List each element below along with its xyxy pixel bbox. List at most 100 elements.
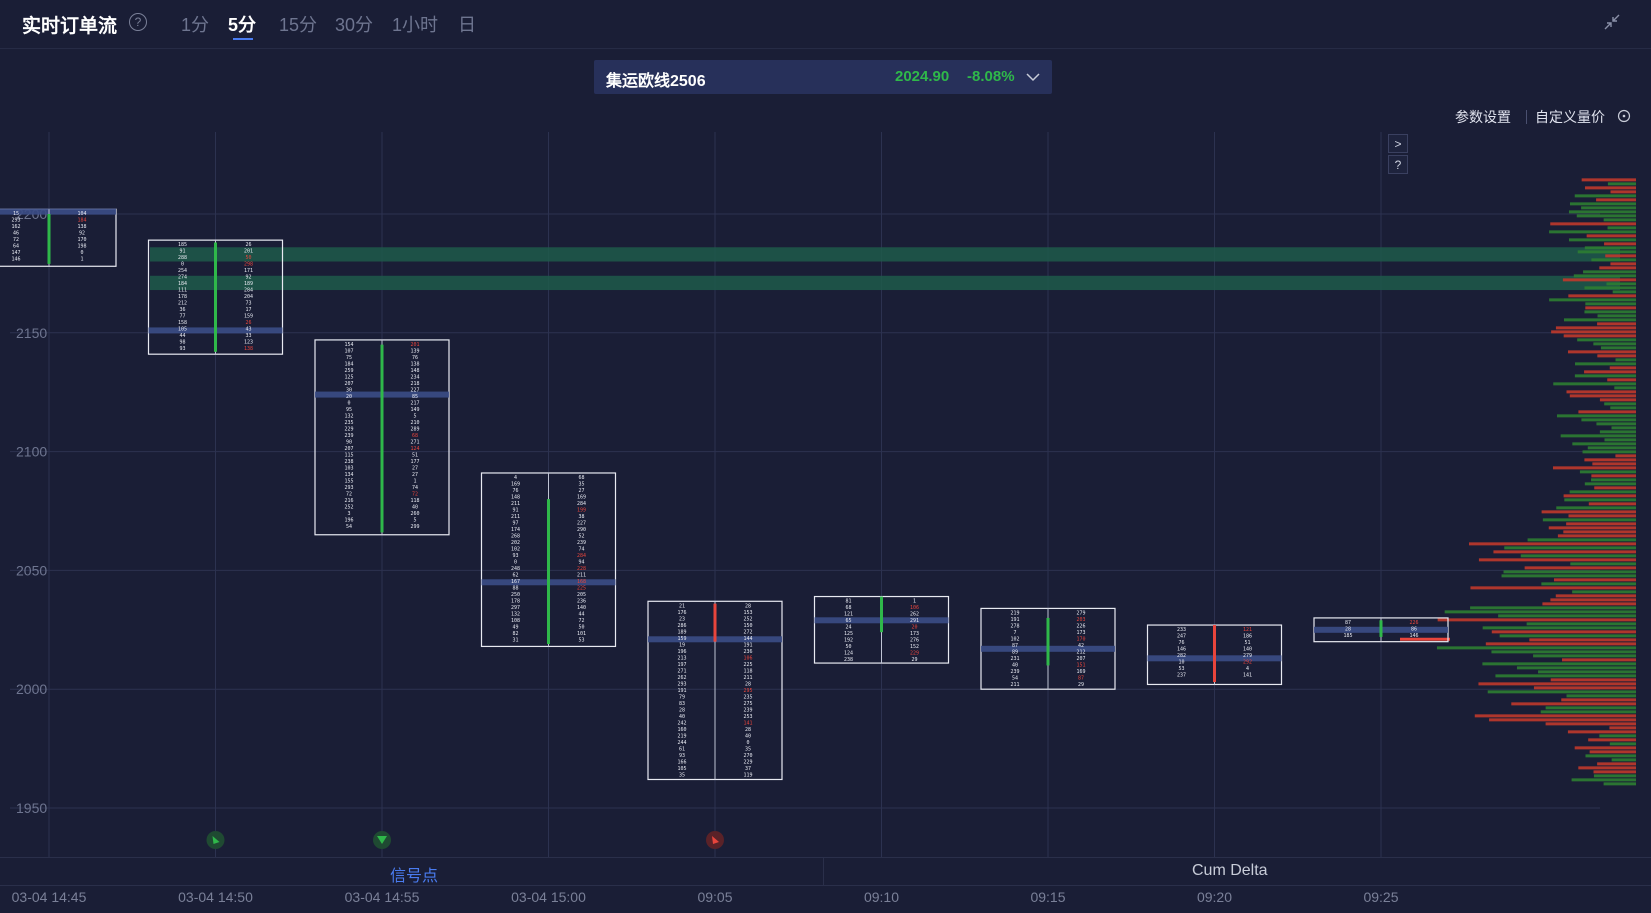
volume-profile-bar <box>1584 370 1636 374</box>
footprint-cell: 219 <box>1010 610 1019 616</box>
x-tick-label: 09:20 <box>1197 889 1232 905</box>
footprint-cell: 239 <box>1010 669 1019 675</box>
footprint-cell: 236 <box>577 598 586 604</box>
footprint-cell: 242 <box>677 720 686 726</box>
tab-day[interactable]: 日 <box>458 15 476 35</box>
footprint-cell: 185 <box>1343 633 1352 639</box>
tab-15min[interactable]: 15分 <box>279 15 318 35</box>
footprint-cell: 20 <box>346 394 352 400</box>
volume-profile-bar <box>1585 754 1636 758</box>
footprint-cell: 139 <box>410 348 419 354</box>
footprint-cell: 95 <box>346 407 352 413</box>
footprint-cell: 93 <box>679 753 685 759</box>
tab-1hour[interactable]: 1小时 <box>392 15 439 35</box>
footprint-cell: 72 <box>346 491 352 497</box>
footprint-cell: 298 <box>244 262 253 268</box>
volume-profile-bar <box>1556 506 1636 510</box>
footprint-cell: 149 <box>410 407 419 413</box>
candle-body <box>880 596 883 633</box>
candle-body <box>47 214 51 264</box>
clock-icon[interactable] <box>1617 109 1631 123</box>
volume-profile-bar <box>1597 354 1636 358</box>
volume-profile-bar <box>1564 498 1636 502</box>
volume-profile-bar <box>1571 778 1636 782</box>
footprint-cell: 106 <box>743 655 752 661</box>
volume-profile-bar <box>1520 554 1636 558</box>
footprint-cell: 286 <box>677 623 686 629</box>
volume-profile-bar <box>1607 226 1636 230</box>
volume-profile-bar <box>1599 430 1636 434</box>
volume-profile-bar <box>1604 402 1636 406</box>
footprint-cell: 93 <box>179 346 185 352</box>
volume-profile-bar <box>1591 258 1636 262</box>
footprint-cell: 244 <box>677 740 686 746</box>
footprint-cell: 3 <box>347 511 350 517</box>
footprint-cell: 202 <box>511 540 520 546</box>
volume-profile-bar <box>1552 466 1636 470</box>
volume-profile-bar <box>1549 230 1636 234</box>
footprint-cell: 24 <box>845 625 851 631</box>
volume-profile-bar <box>1569 394 1636 398</box>
footprint-cell: 140 <box>1243 647 1252 653</box>
tab-30min[interactable]: 30分 <box>335 15 374 35</box>
volume-profile-bar <box>1545 722 1636 726</box>
volume-profile-bar <box>1606 282 1636 286</box>
tab-5min[interactable]: 5分 <box>228 15 257 35</box>
custom-volume-price-button[interactable]: 自定义量价 <box>1535 109 1605 125</box>
footprint-cell: 162 <box>11 224 20 230</box>
volume-profile-bar <box>1533 654 1636 658</box>
footprint-cell: 1 <box>80 257 83 263</box>
page-title: 实时订单流 <box>22 16 118 37</box>
param-settings-button[interactable]: 参数设置 <box>1455 109 1511 125</box>
volume-profile-bar <box>1574 746 1636 750</box>
footprint-cell: 50 <box>578 624 584 630</box>
expand-panel-button[interactable]: > <box>1388 134 1408 153</box>
volume-profile-bar <box>1609 366 1636 370</box>
footprint-cell: 284 <box>577 501 586 507</box>
footprint-cell: 28 <box>679 707 685 713</box>
chevron-down-icon[interactable] <box>1024 68 1042 86</box>
volume-profile-bar <box>1542 602 1636 606</box>
footprint-cell: 89 <box>1012 649 1018 655</box>
question-icon[interactable]: ? <box>129 13 147 31</box>
footprint-cell: 76 <box>1178 640 1184 646</box>
volume-profile-bar <box>1604 242 1636 246</box>
footprint-cell: 159 <box>244 314 253 320</box>
volume-profile-bar <box>1545 706 1636 710</box>
volume-profile-bar <box>1582 450 1636 454</box>
footprint-cell: 207 <box>344 381 353 387</box>
footprint-cell: 53 <box>578 637 584 643</box>
volume-profile-bar <box>1578 410 1636 414</box>
footprint-cell: 76 <box>412 355 418 361</box>
tab-cum-delta[interactable]: Cum Delta <box>1192 862 1268 879</box>
footprint-cell: 211 <box>743 675 752 681</box>
volume-profile-bar <box>1569 202 1636 206</box>
tab-1min[interactable]: 1分 <box>181 15 210 35</box>
footprint-cell: 292 <box>1243 660 1252 666</box>
volume-profile-bar <box>1599 266 1636 270</box>
volume-profile-bar <box>1597 762 1636 766</box>
symbol-selector[interactable]: 集运欧线2506 2024.90 -8.08% <box>594 60 1052 94</box>
x-tick-label: 09:10 <box>864 889 899 905</box>
footprint-cell: 184 <box>77 218 86 224</box>
footprint-cell: 90 <box>346 439 352 445</box>
volume-profile-bar <box>1584 246 1636 250</box>
footprint-cell: 189 <box>677 629 686 635</box>
footprint-cell: 28 <box>745 727 751 733</box>
footprint-cell: 54 <box>346 524 352 530</box>
collapse-icon[interactable] <box>1602 12 1622 32</box>
volume-profile-bar <box>1584 286 1636 290</box>
volume-profile-bar <box>1491 630 1636 634</box>
footprint-cell: 5 <box>413 517 416 523</box>
footer-divider-bottom <box>0 885 1651 886</box>
volume-profile-bar <box>1550 678 1636 682</box>
tab-signal-points[interactable]: 信号点 <box>390 868 439 885</box>
volume-profile-bar <box>1584 458 1636 462</box>
volume-profile-bar <box>1597 322 1636 326</box>
volume-profile-bar <box>1524 566 1636 570</box>
y-tick-label: 2150 <box>16 325 47 341</box>
help-button[interactable]: ? <box>1388 155 1408 174</box>
footprint-cell: 278 <box>1010 623 1019 629</box>
symbol-change: -8.08% <box>967 68 1015 85</box>
